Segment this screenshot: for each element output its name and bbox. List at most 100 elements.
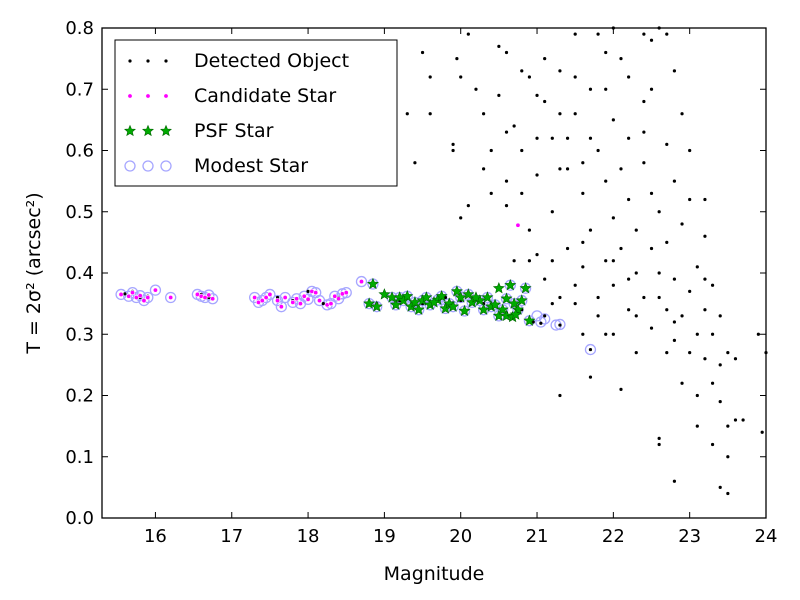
data-point <box>558 393 562 398</box>
data-point <box>142 291 154 304</box>
legend-box <box>114 39 398 187</box>
data-point <box>321 302 325 306</box>
data-point <box>565 246 570 251</box>
data-point <box>627 277 631 281</box>
data-point <box>657 210 661 214</box>
data-point <box>263 294 269 300</box>
data-point <box>420 291 433 303</box>
data-point <box>145 294 151 300</box>
x-axis-title: Magnitude <box>384 563 485 585</box>
data-point <box>202 294 208 300</box>
data-point <box>290 299 296 305</box>
data-point <box>672 277 677 281</box>
data-point <box>454 291 467 303</box>
legend-marker <box>145 93 151 99</box>
data-point <box>649 191 654 195</box>
x-tick-label: 16 <box>144 526 167 547</box>
data-point <box>462 288 475 300</box>
data-point <box>642 130 646 134</box>
data-point <box>695 393 699 398</box>
data-point <box>611 118 615 122</box>
data-point <box>482 167 486 171</box>
data-point <box>496 303 509 315</box>
series-candidate-star <box>118 222 521 310</box>
data-point <box>489 191 493 195</box>
data-point <box>726 351 730 355</box>
data-point <box>672 479 677 483</box>
data-point <box>207 293 219 305</box>
data-point <box>558 69 562 73</box>
data-point <box>672 320 677 324</box>
data-point <box>370 300 383 312</box>
data-point <box>554 318 566 331</box>
data-point <box>642 99 646 104</box>
data-point <box>588 87 593 91</box>
legend-marker <box>146 59 150 63</box>
data-point <box>527 75 532 79</box>
data-point <box>627 75 631 79</box>
data-point <box>474 87 478 91</box>
data-point <box>581 265 585 269</box>
data-point <box>358 279 364 285</box>
data-point <box>634 271 638 275</box>
data-point <box>573 302 577 306</box>
data-point <box>733 418 738 422</box>
data-point <box>634 351 638 355</box>
data-point <box>718 400 722 404</box>
data-point <box>168 294 174 300</box>
data-point <box>573 75 577 79</box>
data-point <box>604 179 608 183</box>
data-point <box>492 282 505 294</box>
data-point <box>504 204 509 208</box>
data-point <box>688 197 692 202</box>
legend-marker <box>164 59 168 63</box>
legend-marker <box>124 160 136 172</box>
data-point <box>439 302 452 314</box>
data-point <box>413 161 417 165</box>
data-point <box>294 296 300 302</box>
data-point <box>558 112 562 116</box>
data-point <box>611 216 615 220</box>
data-point <box>611 259 615 263</box>
data-point <box>535 316 547 328</box>
data-point <box>665 240 669 244</box>
data-point <box>512 259 516 263</box>
legend-markers <box>124 59 172 172</box>
data-point <box>565 167 570 171</box>
data-point <box>520 69 524 73</box>
data-point <box>596 32 600 36</box>
data-point <box>123 292 127 296</box>
points-layer <box>115 26 768 496</box>
data-point <box>287 296 299 309</box>
data-point <box>504 179 509 183</box>
data-point <box>703 357 707 361</box>
data-point <box>710 381 715 385</box>
data-point <box>428 112 432 116</box>
data-point <box>657 442 661 447</box>
data-point <box>515 222 521 228</box>
data-point <box>355 275 368 288</box>
legend-label-detected-object: Detected Object <box>194 50 349 72</box>
data-point <box>126 293 132 299</box>
legend-marker <box>160 124 172 137</box>
data-point <box>680 314 684 318</box>
data-point <box>363 297 376 309</box>
data-point <box>695 424 699 428</box>
data-point <box>665 351 669 355</box>
data-point <box>366 277 379 290</box>
data-point <box>301 293 307 299</box>
data-point <box>649 87 654 91</box>
data-point <box>428 75 432 79</box>
data-point <box>527 228 532 232</box>
data-point <box>688 148 692 153</box>
data-point <box>428 296 440 308</box>
data-point <box>695 332 699 336</box>
data-point <box>539 313 551 325</box>
data-point <box>489 148 493 153</box>
data-point <box>165 291 177 304</box>
data-point <box>672 69 677 73</box>
data-point <box>401 290 414 302</box>
data-point <box>550 259 554 263</box>
y-tick-label: 0.7 <box>65 79 94 100</box>
data-point <box>306 289 310 293</box>
